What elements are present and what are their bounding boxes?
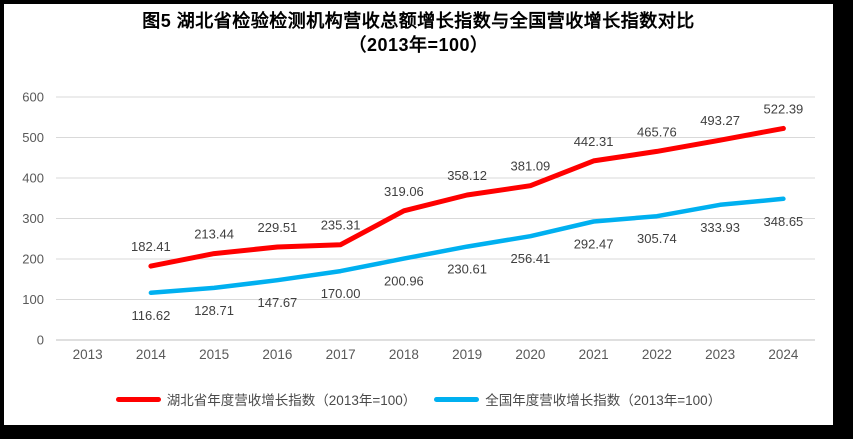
chart-title-block: 图5 湖北省检验检测机构营收总额增长指数与全国营收增长指数对比 （2013年=1… xyxy=(4,9,833,57)
legend-swatch-hubei-icon xyxy=(115,396,161,402)
data-label: 116.62 xyxy=(132,308,171,323)
data-label: 319.06 xyxy=(384,184,424,199)
x-tick-label: 2019 xyxy=(452,347,482,362)
y-tick-label: 0 xyxy=(37,333,44,348)
x-tick-label: 2023 xyxy=(705,347,735,362)
x-tick-label: 2015 xyxy=(199,347,229,362)
y-tick-label: 200 xyxy=(22,252,44,267)
chart-subtitle: （2013年=100） xyxy=(348,35,489,55)
chart-canvas: 图5 湖北省检验检测机构营收总额增长指数与全国营收增长指数对比 （2013年=1… xyxy=(4,4,833,425)
data-label: 213.44 xyxy=(194,227,234,242)
x-tick-label: 2021 xyxy=(579,347,609,362)
x-tick-label: 2014 xyxy=(136,347,167,362)
x-tick-label: 2018 xyxy=(389,347,419,362)
x-tick-label: 2016 xyxy=(262,347,292,362)
data-label: 522.39 xyxy=(764,101,804,116)
x-tick-label: 2020 xyxy=(515,347,545,362)
data-label: 305.74 xyxy=(637,231,677,246)
y-tick-label: 400 xyxy=(22,171,44,186)
data-label: 442.31 xyxy=(574,134,614,149)
x-tick-label: 2017 xyxy=(326,347,356,362)
y-tick-label: 100 xyxy=(22,292,44,307)
legend-entry-hubei: 湖北省年度营收增长指数（2013年=100） xyxy=(115,389,417,409)
y-tick-label: 600 xyxy=(22,90,44,105)
plot-area: 0 100 200 300 400 500 600 2013 2014 2015 2016 2017 2… xyxy=(22,90,815,362)
x-tick-label: 2013 xyxy=(73,347,103,362)
data-label: 170.00 xyxy=(321,286,361,301)
legend: 湖北省年度营收增长指数（2013年=100） 全国年度营收增长指数（2013年=… xyxy=(4,389,833,409)
data-label: 128.71 xyxy=(194,303,234,318)
data-label: 256.41 xyxy=(511,251,551,266)
series-line-hubei xyxy=(148,125,786,269)
data-label: 358.12 xyxy=(447,168,487,183)
data-label: 465.76 xyxy=(637,124,677,139)
data-label: 182.41 xyxy=(131,239,171,254)
data-label: 147.67 xyxy=(258,295,298,310)
data-label: 229.51 xyxy=(258,220,298,235)
legend-label-hubei: 湖北省年度营收增长指数（2013年=100） xyxy=(166,393,417,408)
legend-label-national: 全国年度营收增长指数（2013年=100） xyxy=(485,393,722,408)
y-tick-label: 500 xyxy=(22,130,44,145)
legend-swatch-national-icon xyxy=(434,396,480,402)
series-line-national xyxy=(148,196,786,296)
data-label: 235.31 xyxy=(321,218,361,233)
y-tick-label: 300 xyxy=(22,211,44,226)
data-label: 333.93 xyxy=(700,220,740,235)
data-label: 493.27 xyxy=(700,113,740,128)
chart-title: 图5 湖北省检验检测机构营收总额增长指数与全国营收增长指数对比 xyxy=(142,11,695,31)
data-label: 230.61 xyxy=(447,262,487,277)
data-label: 348.65 xyxy=(764,214,804,229)
data-label: 200.96 xyxy=(384,274,424,289)
legend-entry-national: 全国年度营收增长指数（2013年=100） xyxy=(434,389,721,409)
data-label: 292.47 xyxy=(574,237,614,252)
x-tick-label: 2022 xyxy=(642,347,672,362)
data-label: 381.09 xyxy=(511,159,551,174)
x-tick-label: 2024 xyxy=(768,347,799,362)
